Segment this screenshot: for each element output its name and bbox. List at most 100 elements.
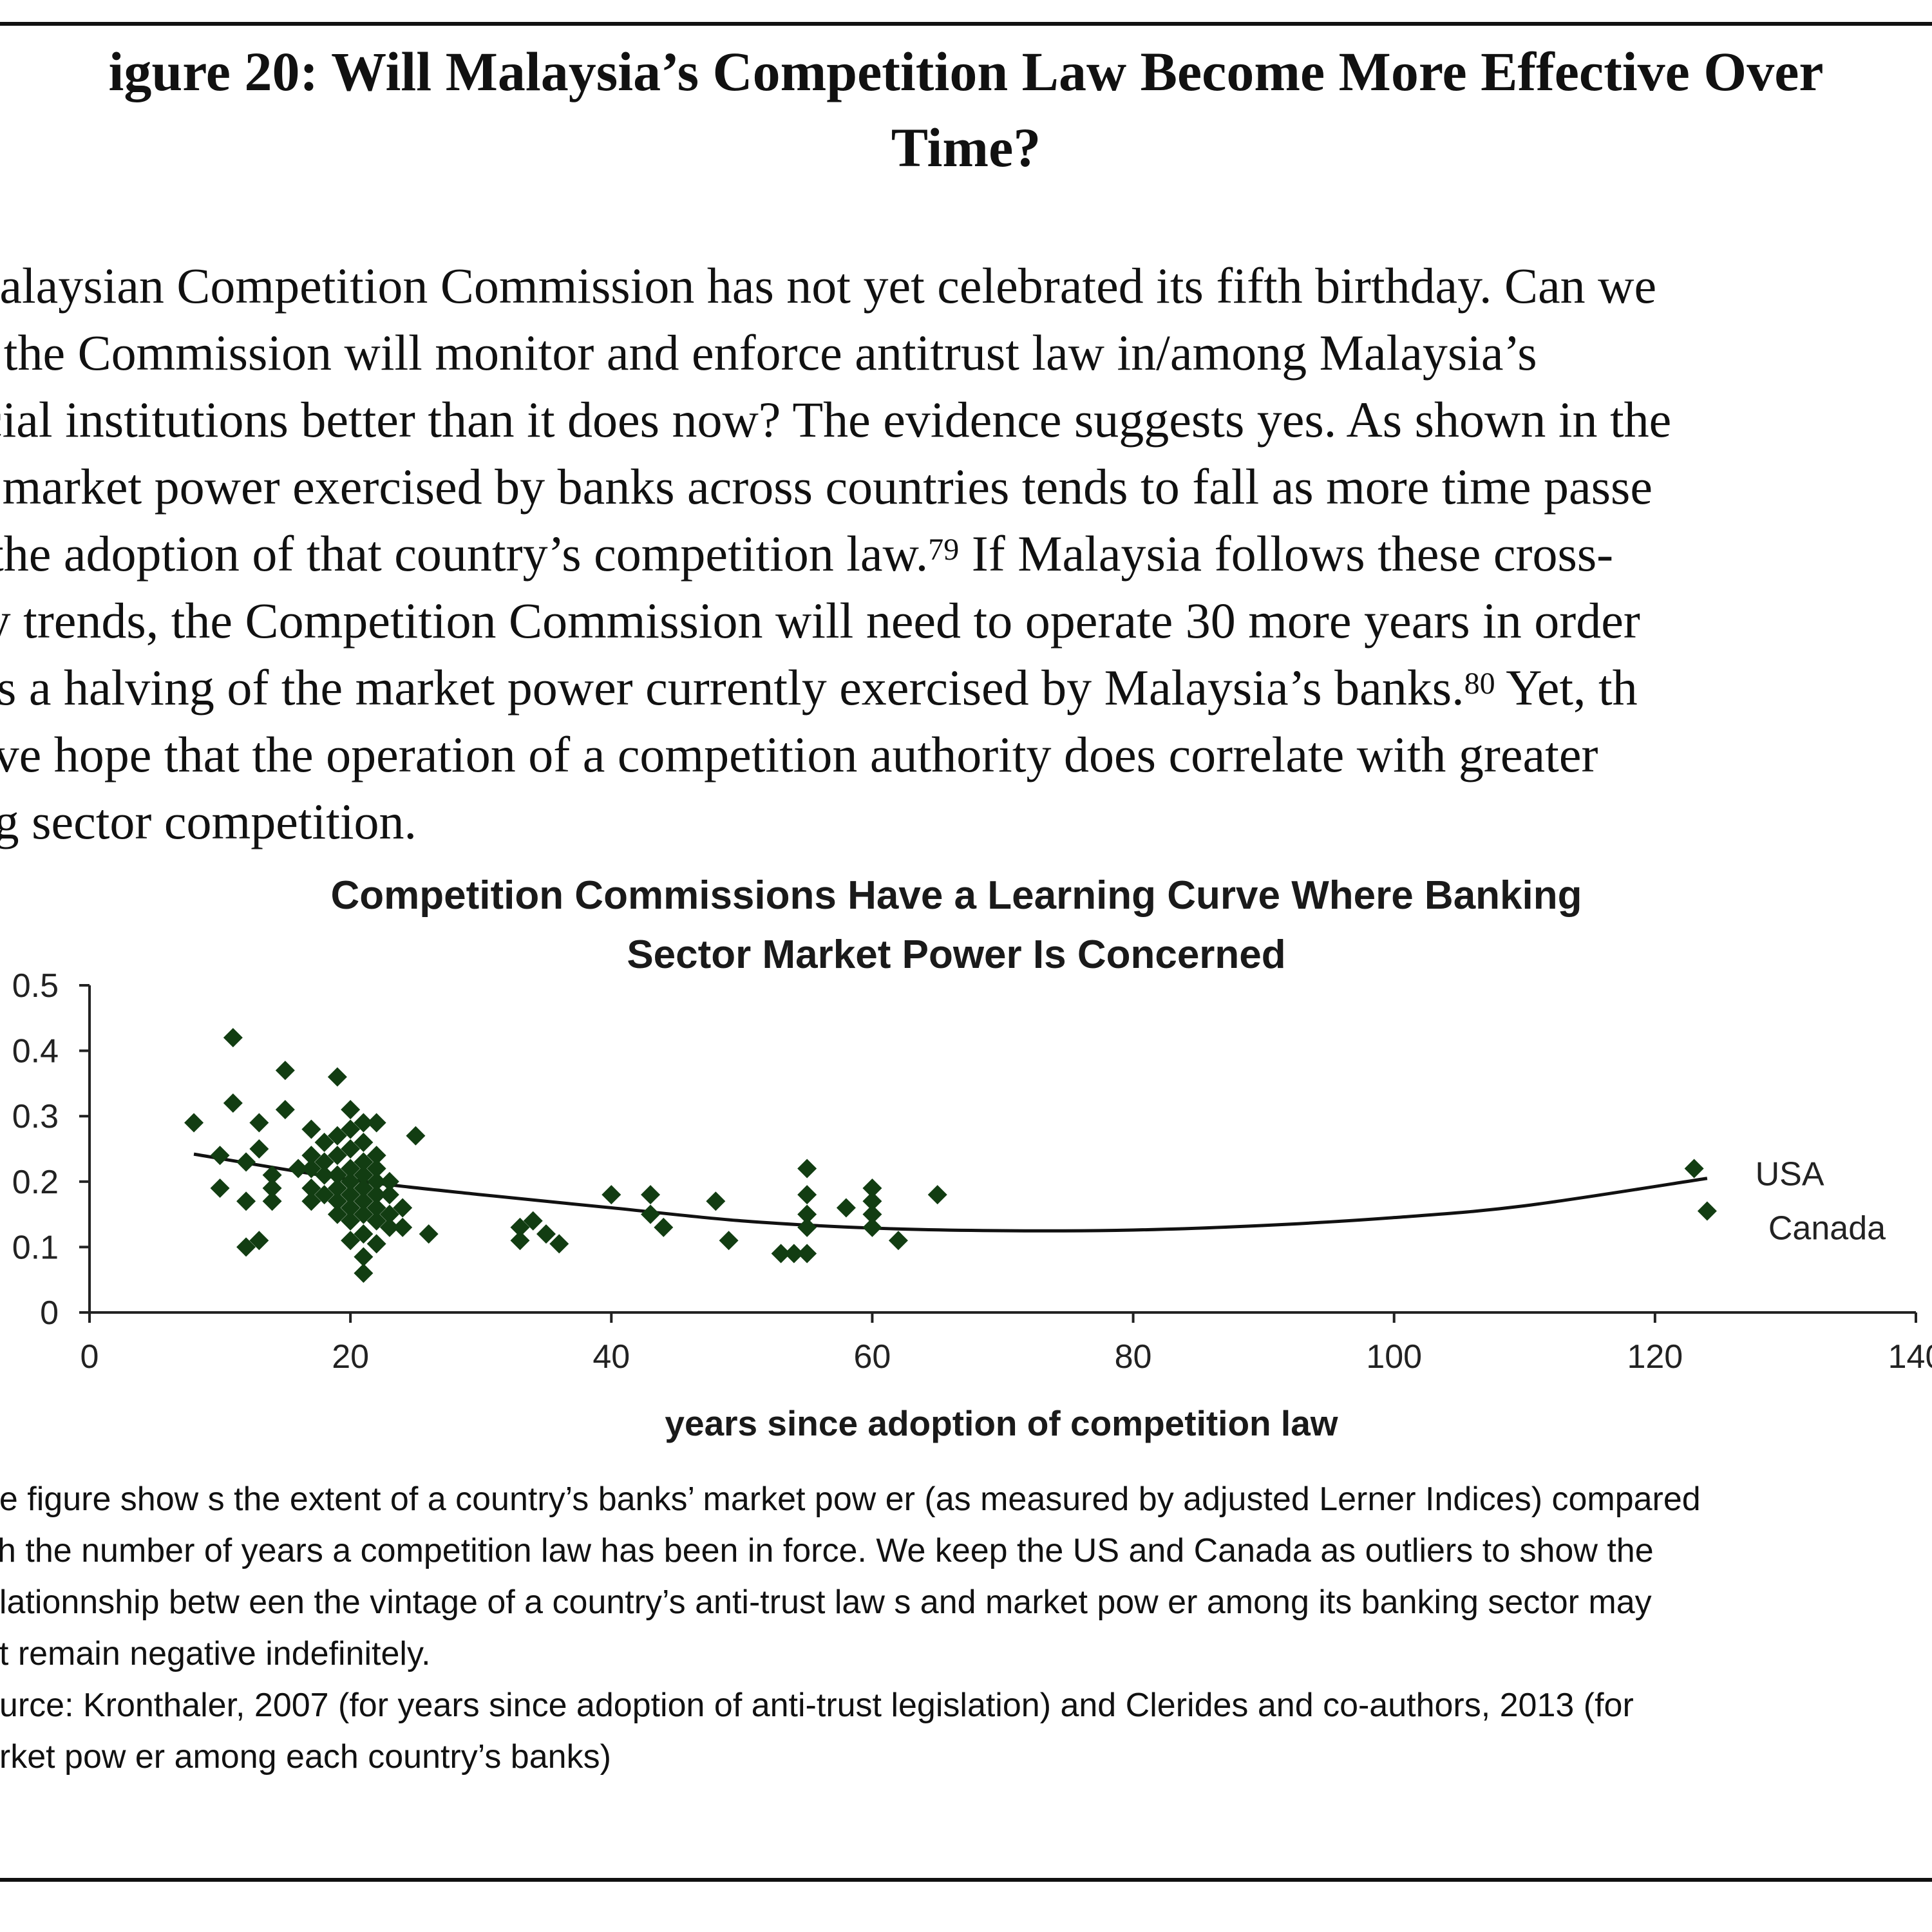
data-point [1684, 1159, 1704, 1179]
data-point [314, 1152, 334, 1172]
data-point [366, 1211, 386, 1231]
data-point [366, 1234, 386, 1254]
data-point [341, 1198, 361, 1218]
trend-line-group [193, 1152, 1708, 1233]
paragraph-line: give hope that the operation of a compet… [0, 726, 1598, 782]
data-point [366, 1159, 386, 1179]
data-points [184, 1028, 1717, 1283]
body-paragraph: Malaysian Competition Commission has not… [0, 252, 1932, 855]
paragraph-line: ing sector competition. [0, 793, 417, 849]
data-point [341, 1119, 361, 1139]
data-point [510, 1231, 530, 1251]
note-line: he figure show s the extent of a country… [0, 1481, 1701, 1518]
data-point [327, 1204, 347, 1224]
top-rule [0, 22, 1932, 26]
data-point [249, 1113, 269, 1133]
data-point [262, 1191, 282, 1211]
data-point [262, 1178, 282, 1198]
trend-line [193, 1152, 1708, 1233]
data-point [236, 1237, 256, 1257]
data-point [888, 1231, 908, 1251]
data-point [341, 1159, 361, 1179]
data-point [354, 1132, 374, 1152]
data-point [223, 1093, 243, 1113]
chart-title-line: Competition Commissions Have a Learning … [330, 873, 1582, 918]
annotations: USA Canada [1756, 1155, 1886, 1247]
data-point [641, 1185, 661, 1205]
data-point [836, 1198, 856, 1218]
y-tick-label: 0 [40, 1294, 59, 1332]
data-point [862, 1191, 882, 1211]
data-point [354, 1178, 374, 1198]
data-point [341, 1100, 361, 1120]
paragraph-line: ct the Commission will monitor and enfor… [0, 325, 1537, 381]
plot-axes: 0 0.1 0.2 0.3 0.4 0.5 0 20 40 60 80 100 120 140 [12, 967, 1932, 1376]
data-point [301, 1191, 321, 1211]
note-line: ot remain negative indefinitely. [0, 1635, 431, 1672]
data-point [249, 1231, 269, 1251]
data-point [366, 1171, 386, 1191]
data-point [797, 1244, 817, 1264]
footnote-ref-80[interactable]: 80 [1464, 667, 1495, 701]
data-point [379, 1171, 399, 1191]
paragraph-line: try trends, the Competition Commission w… [0, 592, 1640, 649]
paragraph-line-tail: If Malaysia follows these cross- [959, 526, 1614, 582]
data-point [354, 1165, 374, 1185]
data-point [601, 1185, 621, 1205]
data-point [862, 1204, 882, 1224]
data-point [327, 1067, 347, 1087]
bottom-rule [0, 1878, 1932, 1882]
data-point [1697, 1201, 1717, 1221]
x-tick-label: 140 [1888, 1338, 1932, 1376]
paragraph-line: ncial institutions better than it does n… [0, 392, 1672, 448]
data-point [301, 1146, 321, 1166]
data-point [341, 1171, 361, 1191]
y-tick-label: 0.1 [12, 1229, 59, 1266]
x-tick-label: 0 [80, 1338, 99, 1376]
data-point [510, 1217, 530, 1237]
data-point [536, 1224, 556, 1244]
data-point [354, 1113, 374, 1133]
data-point [379, 1204, 399, 1224]
data-point [354, 1224, 374, 1244]
y-tick-label: 0.2 [12, 1164, 59, 1201]
data-point [419, 1224, 439, 1244]
paragraph-line: Malaysian Competition Commission has not… [0, 258, 1657, 314]
data-point [366, 1113, 386, 1133]
data-point [797, 1204, 817, 1224]
x-tick-label: 100 [1366, 1338, 1422, 1376]
y-tick-label: 0.3 [12, 1098, 59, 1135]
data-point [275, 1100, 295, 1120]
paragraph-line: e the adoption of that country’s competi… [0, 520, 1932, 587]
data-point [366, 1146, 386, 1166]
data-point [366, 1198, 386, 1218]
data-point [314, 1132, 334, 1152]
data-point [406, 1126, 426, 1146]
data-point [327, 1191, 347, 1211]
data-point [706, 1191, 726, 1211]
paragraph-line-text: e the adoption of that country’s competi… [0, 526, 929, 582]
data-point [210, 1178, 230, 1198]
data-point [797, 1159, 817, 1179]
data-point [927, 1185, 947, 1205]
data-point [341, 1185, 361, 1205]
data-point [354, 1152, 374, 1172]
data-point [289, 1159, 308, 1179]
data-point [654, 1217, 674, 1237]
data-point [862, 1217, 882, 1237]
figure-heading-line: Time? [891, 117, 1041, 178]
footnote-ref-79[interactable]: 79 [928, 533, 960, 567]
figure-notes: he figure show s the extent of a country… [0, 1473, 1932, 1783]
y-tick-label: 0.4 [12, 1033, 59, 1070]
data-point [236, 1191, 256, 1211]
x-tick-label: 40 [592, 1338, 630, 1376]
x-tick-label: 120 [1627, 1338, 1683, 1376]
data-point [341, 1231, 361, 1251]
data-point [393, 1198, 413, 1218]
data-point [393, 1217, 413, 1237]
data-point [327, 1178, 347, 1198]
chart-title-line: Sector Market Power Is Concerned [627, 933, 1286, 977]
data-point [327, 1126, 347, 1146]
data-point [549, 1234, 569, 1254]
x-tick-label: 20 [332, 1338, 369, 1376]
